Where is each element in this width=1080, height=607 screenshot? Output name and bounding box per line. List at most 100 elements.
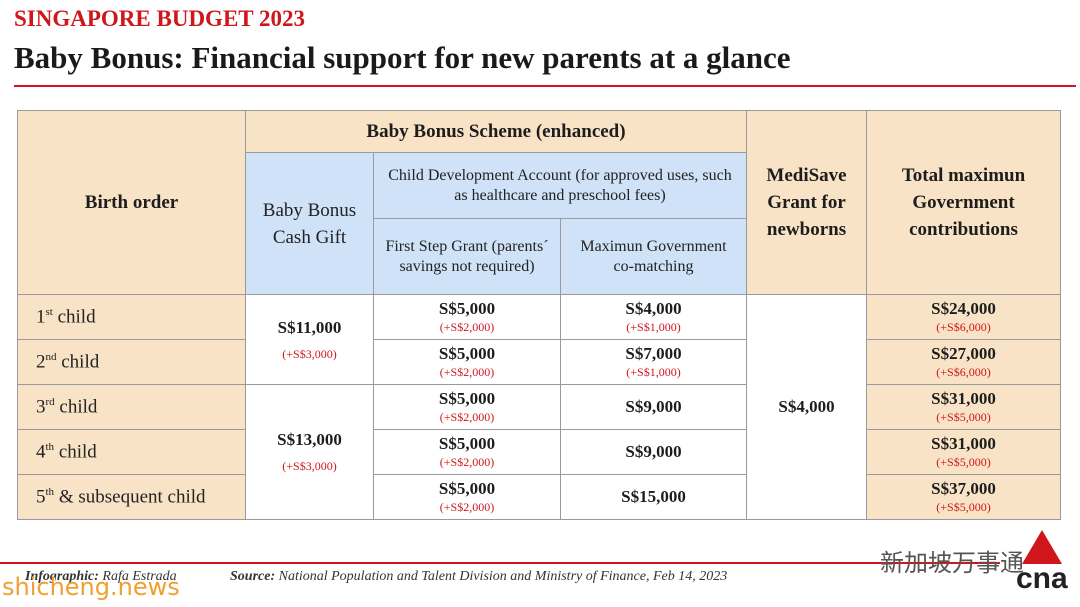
amount: S$5,000 (438, 299, 496, 318)
birth-order: 5th & subsequent child (36, 486, 206, 508)
increase: (+S$2,000) (439, 410, 495, 424)
amount: S$9,000 (625, 397, 682, 416)
birth-order: 2nd child (36, 351, 99, 373)
total-cell: S$27,000 (+S$6,000) (866, 339, 1061, 385)
order-text: & subsequent child (54, 486, 206, 508)
increase: (+S$5,000) (936, 455, 991, 469)
order-number: 1 (36, 306, 46, 328)
title-rule (14, 85, 1076, 87)
source-label: Source: (230, 569, 276, 584)
order-suffix: rd (45, 395, 55, 408)
birth-order-cell: 5th & subsequent child (17, 474, 246, 520)
birth-order-cell: 4th child (17, 429, 246, 475)
cash-gift-cell: S$13,000 (+S$3,000) (245, 384, 374, 520)
increase: (+S$2,000) (439, 320, 495, 334)
amount: S$7,000 (625, 344, 682, 363)
first-step-cell: S$5,000 (+S$2,000) (373, 384, 561, 430)
amount: S$11,000 (277, 317, 342, 337)
amount: S$37,000 (931, 479, 996, 498)
header-first-step: First Step Grant (parents´ savings not r… (373, 218, 561, 295)
total-cell: S$31,000 (+S$5,000) (866, 429, 1061, 475)
total-cell: S$37,000 (+S$5,000) (866, 474, 1061, 520)
increase: (+S$6,000) (936, 365, 991, 379)
header-cash-gift: Baby Bonus Cash Gift (245, 152, 374, 295)
header-cda: Child Development Account (for approved … (373, 152, 747, 219)
amount: S$27,000 (931, 344, 996, 363)
total-cell: S$24,000 (+S$6,000) (866, 294, 1061, 340)
amount: S$31,000 (931, 434, 996, 453)
amount: S$5,000 (438, 389, 496, 408)
header-text: MediSave Grant for newborns (766, 165, 847, 240)
birth-order-cell: 3rd child (17, 384, 246, 430)
credit-label: Infographic: (25, 569, 99, 584)
co-matching-cell: S$9,000 (560, 429, 747, 475)
watermark-wechat: 新加坡万事通 (880, 549, 1024, 577)
header-text: Baby Bonus Scheme (enhanced) (366, 121, 626, 142)
watermark-site: shicheng.news (2, 573, 180, 601)
birth-order: 4th child (36, 441, 97, 463)
credit: Infographic: Rafa Estrada (25, 569, 177, 585)
amount: S$4,000 (778, 397, 835, 416)
amount: S$5,000 (438, 434, 496, 453)
increase: (+S$5,000) (936, 500, 991, 514)
first-step-cell: S$5,000 (+S$2,000) (373, 294, 561, 340)
amount: S$15,000 (621, 487, 686, 506)
increase: (+S$3,000) (282, 346, 337, 361)
order-number: 3 (36, 396, 46, 418)
co-matching-cell: S$15,000 (560, 474, 747, 520)
kicker: SINGAPORE BUDGET 2023 (14, 6, 305, 31)
amount: S$4,000 (625, 299, 682, 318)
header-text: First Step Grant (parents´ savings not r… (385, 237, 549, 275)
first-step-cell: S$5,000 (+S$2,000) (373, 429, 561, 475)
increase: (+S$2,000) (439, 500, 495, 514)
amount: S$13,000 (277, 430, 342, 449)
header-total: Total maximun Government contributions (866, 110, 1061, 295)
header-text: Baby Bonus Cash Gift (262, 199, 357, 248)
logo: cna (1016, 562, 1068, 595)
increase: (+S$6,000) (936, 320, 991, 334)
header-text: Child Development Account (for approved … (388, 166, 732, 204)
source: Source: National Population and Talent D… (230, 569, 727, 585)
co-matching-cell: S$4,000 (+S$1,000) (560, 294, 747, 340)
header-text: Maximun Government co-matching (580, 237, 727, 275)
cash-gift-cell: S$11,000 (+S$3,000) (245, 294, 374, 385)
order-text: child (54, 441, 97, 463)
birth-order-cell: 1st child (17, 294, 246, 340)
order-suffix: nd (45, 350, 57, 363)
footer-rule (0, 562, 1000, 564)
amount: S$9,000 (625, 442, 682, 461)
co-matching-cell: S$7,000 (+S$1,000) (560, 339, 747, 385)
first-step-cell: S$5,000 (+S$2,000) (373, 474, 561, 520)
order-text: child (54, 396, 98, 418)
order-number: 4 (36, 441, 46, 463)
order-number: 5 (36, 486, 46, 508)
header-text: Birth order (84, 192, 179, 213)
amount: S$5,000 (438, 344, 496, 363)
title: Baby Bonus: Financial support for new pa… (14, 40, 791, 75)
increase: (+S$3,000) (282, 459, 337, 473)
increase: (+S$1,000) (626, 365, 681, 379)
order-text: child (52, 306, 96, 328)
increase: (+S$2,000) (439, 365, 495, 379)
order-text: child (56, 351, 100, 373)
co-matching-cell: S$9,000 (560, 384, 747, 430)
increase: (+S$1,000) (626, 320, 681, 334)
header-birth-order: Birth order (17, 110, 246, 295)
first-step-cell: S$5,000 (+S$2,000) (373, 339, 561, 385)
birth-order: 1st child (36, 306, 96, 328)
header-co-matching: Maximun Government co-matching (560, 218, 747, 295)
increase: (+S$5,000) (936, 410, 991, 424)
order-suffix: th (45, 485, 55, 498)
source-text: National Population and Talent Division … (278, 569, 728, 584)
order-suffix: th (45, 440, 55, 453)
medisave-cell: S$4,000 (746, 294, 867, 520)
header-scheme: Baby Bonus Scheme (enhanced) (245, 110, 747, 153)
amount: S$24,000 (931, 299, 996, 318)
birth-order: 3rd child (36, 396, 97, 418)
amount: S$5,000 (438, 479, 496, 498)
logo-mark (1022, 530, 1062, 564)
increase: (+S$2,000) (439, 455, 495, 469)
birth-order-cell: 2nd child (17, 339, 246, 385)
order-suffix: st (45, 305, 53, 318)
